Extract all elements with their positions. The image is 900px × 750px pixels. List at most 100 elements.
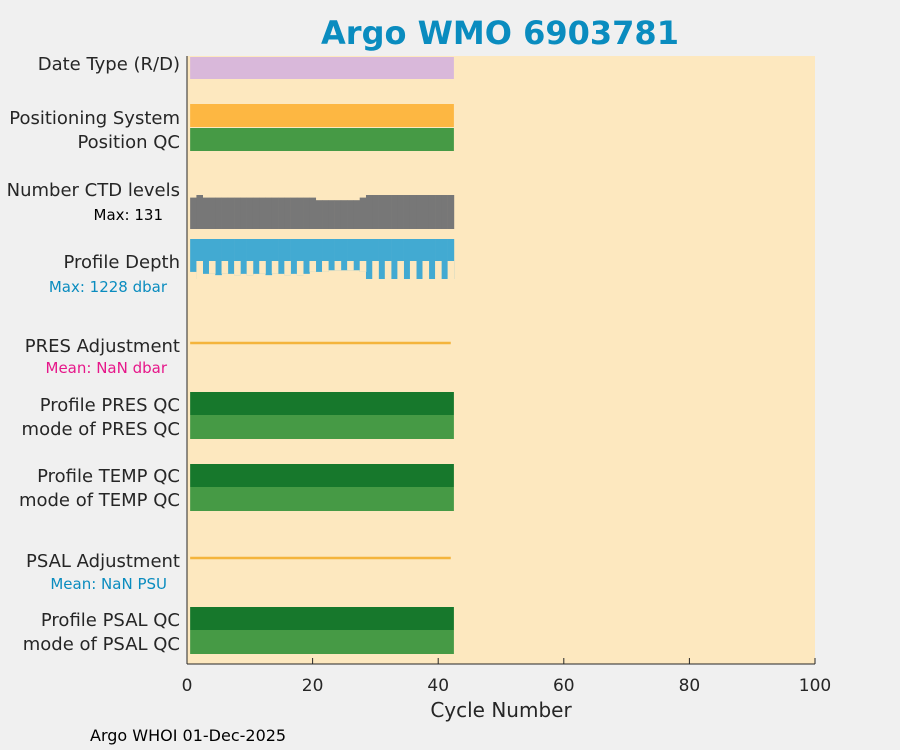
ctd-level-bar: [409, 195, 417, 229]
footer-text: Argo WHOI 01-Dec-2025: [90, 726, 286, 745]
position-qc-bar: [190, 128, 454, 151]
ctd-level-bar: [234, 197, 241, 229]
profile-depth-bar: [284, 239, 291, 276]
profile-depth-gap: [397, 261, 404, 279]
ctd-level-bar: [190, 197, 197, 229]
row-label-profile-depth: Profile Depth: [63, 252, 180, 273]
ctd-level-bar: [359, 197, 367, 229]
profile-depth-gap: [422, 261, 430, 279]
profile-depth-bar: [278, 239, 285, 274]
x-axis-label: Cycle Number: [430, 698, 572, 722]
profile-depth-bar: [315, 239, 323, 272]
row-label-position-qc: Position QC: [77, 132, 180, 153]
ctd-level-bar: [447, 195, 455, 229]
profile-depth-bar: [215, 239, 222, 276]
profile-depth-bar: [221, 239, 229, 274]
ctd-level-bar: [227, 197, 235, 229]
ctd-level-bar: [372, 195, 379, 229]
ctd-level-bar: [403, 195, 411, 229]
profile-depth-bar: [234, 239, 241, 276]
ctd-max-annotation: Max: 131: [94, 206, 163, 224]
ctd-level-bar: [296, 197, 304, 229]
row-label-date-type: Date Type (R/D): [38, 54, 180, 75]
ctd-level-bar: [347, 200, 354, 229]
ctd-level-bar: [416, 195, 423, 229]
profile-depth-bar: [391, 239, 398, 279]
plot-background: [187, 56, 815, 664]
profile-depth-gap: [359, 261, 367, 272]
profile-depth-gap: [284, 261, 291, 276]
profile-depth-bar: [196, 239, 203, 279]
profile-depth-bar: [428, 239, 436, 279]
profile-depth-bar: [240, 239, 247, 274]
profile-depth-bar: [340, 239, 348, 271]
ctd-level-bar: [246, 197, 254, 229]
profile-depth-bar: [265, 239, 273, 276]
profile-depth-bar: [384, 239, 392, 279]
profile-depth-bar: [227, 239, 235, 274]
profile-depth-gap: [259, 261, 266, 274]
profile-depth-bar: [422, 239, 430, 279]
ctd-level-bar: [334, 200, 342, 229]
profile-depth-bar: [322, 239, 329, 272]
ctd-level-bar: [202, 197, 210, 229]
row-label-positioning-system: Positioning System: [9, 108, 180, 129]
row-label-mode-pres-qc: mode of PRES QC: [22, 419, 180, 440]
profile-temp-qc-bar: [190, 464, 454, 487]
pres-mean-annotation: Mean: NaN dbar: [46, 359, 168, 377]
row-label-mode-psal-qc: mode of PSAL QC: [23, 634, 180, 655]
ctd-level-bar: [290, 197, 298, 229]
ctd-level-bar: [422, 195, 430, 229]
ctd-level-bar: [252, 197, 260, 229]
ctd-level-bar: [353, 200, 360, 229]
ctd-level-bar: [221, 197, 229, 229]
profile-depth-gap: [347, 261, 354, 271]
profile-depth-gap: [384, 261, 392, 279]
profile-depth-gap: [271, 261, 279, 274]
ctd-level-bar: [208, 197, 216, 229]
profile-depth-gap: [372, 261, 379, 279]
profile-depth-bar: [347, 239, 354, 271]
row-label-number-ctd-levels: Number CTD levels: [7, 180, 180, 201]
profile-depth-bar: [208, 239, 216, 274]
profile-depth-gap: [334, 261, 342, 271]
profile-depth-gap: [221, 261, 229, 274]
profile-depth-bar: [296, 239, 304, 276]
profile-depth-gap: [435, 261, 442, 279]
profile-depth-gap: [234, 261, 241, 276]
ctd-level-bar: [397, 195, 404, 229]
mode-psal-qc-bar: [190, 630, 454, 654]
profile-depth-bar: [303, 239, 310, 274]
data-marks: [190, 57, 455, 654]
profile-depth-gap: [296, 261, 304, 276]
x-tick-label: 80: [679, 676, 701, 696]
profile-depth-bar: [328, 239, 335, 271]
profile-depth-gap: [447, 261, 455, 279]
profile-depth-bar: [416, 239, 423, 279]
ctd-level-bar: [240, 197, 247, 229]
profile-depth-bar: [334, 239, 342, 271]
ctd-level-bar: [384, 195, 392, 229]
ctd-level-bar: [196, 195, 203, 229]
ctd-level-bar: [322, 200, 329, 229]
row-label-profile-temp-qc: Profile TEMP QC: [37, 466, 180, 487]
profile-depth-bar: [259, 239, 266, 274]
profile-depth-bar: [397, 239, 404, 279]
ctd-level-bar: [391, 195, 398, 229]
ctd-level-bar: [378, 195, 386, 229]
profile-psal-qc-bar: [190, 607, 454, 630]
row-label-psal-adjustment: PSAL Adjustment: [26, 551, 180, 572]
mode-pres-qc-bar: [190, 415, 454, 439]
depth-max-annotation: Max: 1228 dbar: [49, 278, 168, 296]
ctd-level-bar: [428, 195, 436, 229]
profile-depth-bar: [378, 239, 386, 279]
ctd-level-bar: [309, 197, 317, 229]
row-label-profile-pres-qc: Profile PRES QC: [40, 395, 180, 416]
profile-depth-bar: [372, 239, 379, 279]
profile-depth-bar: [441, 239, 448, 279]
profile-depth-gap: [322, 261, 329, 272]
profile-depth-bar: [409, 239, 417, 279]
profile-depth-bar: [359, 239, 367, 272]
ctd-level-bar: [365, 195, 373, 229]
